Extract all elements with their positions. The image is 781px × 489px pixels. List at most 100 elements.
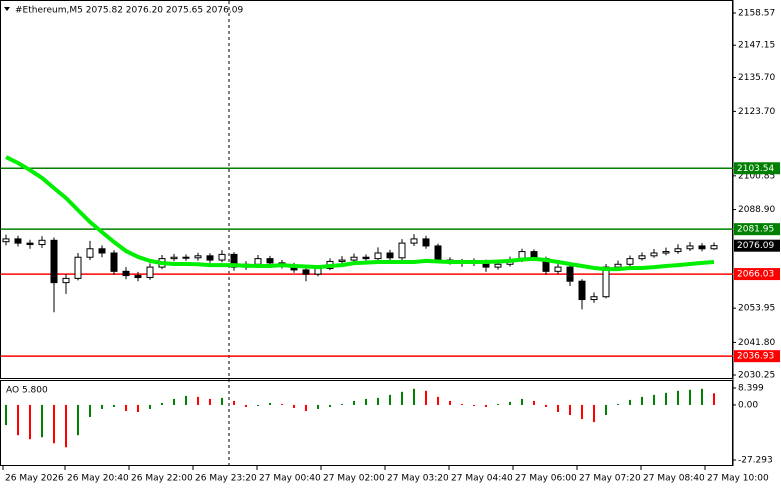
candle-body: [2, 238, 10, 243]
ao-bar: [593, 404, 595, 423]
candle-body: [146, 266, 154, 279]
ao-bar: [485, 404, 487, 407]
x-tick-label: 27 May 10:00: [707, 474, 769, 484]
y-tick-label: 2100.85: [738, 171, 775, 181]
ao-bar: [713, 393, 715, 405]
candle-body: [638, 255, 646, 260]
candle-body: [590, 296, 598, 301]
ao-bar: [89, 404, 91, 418]
ao-bar: [605, 404, 607, 416]
ao-bar: [161, 402, 163, 405]
candle-body: [206, 255, 214, 261]
ao-bar: [641, 396, 643, 405]
y-tick-label: 2147.15: [738, 41, 775, 51]
candle-body: [566, 266, 574, 282]
ao-bar: [5, 404, 7, 426]
y-tick-label: 8.399: [738, 384, 764, 394]
ao-bar: [401, 391, 403, 405]
ao-bar: [329, 404, 331, 407]
level-label: 2103.54: [737, 164, 774, 174]
x-tick-label: 27 May 00:40: [259, 474, 321, 484]
candle-body: [182, 256, 190, 259]
candle-body: [614, 263, 622, 268]
candle-body: [398, 242, 406, 259]
candle-body: [170, 256, 178, 260]
candle-body: [710, 245, 718, 250]
y-tick-label: 2041.80: [738, 338, 775, 348]
y-tick-label: 2088.90: [738, 205, 775, 215]
candle-body: [686, 245, 694, 250]
candle-body: [626, 258, 634, 265]
candle-body: [134, 275, 142, 279]
candle-body: [602, 266, 610, 298]
ao-bar: [677, 390, 679, 405]
candle-body: [194, 255, 202, 259]
ao-bar: [221, 397, 223, 405]
ao-bar: [617, 403, 619, 405]
last-price-box: [734, 239, 780, 252]
ao-bar: [281, 403, 283, 405]
ao-bar: [545, 404, 547, 407]
ao-bar: [317, 404, 319, 409]
y-tick-label: 2135.70: [738, 73, 775, 83]
level-box: [734, 350, 780, 363]
ao-bar: [209, 398, 211, 405]
ao-bar: [149, 404, 151, 409]
candle-body: [314, 268, 322, 275]
candle-body: [110, 252, 118, 272]
candle-body: [578, 280, 586, 301]
candle-body: [674, 248, 682, 253]
ao-bar: [653, 394, 655, 405]
last-price-label: 2076.09: [737, 241, 774, 251]
y-tick-label: 2158.57: [738, 9, 775, 19]
ao-bar: [245, 404, 247, 407]
ao-bar: [581, 404, 583, 420]
ao-bar: [41, 404, 43, 438]
candle-body: [74, 256, 82, 279]
ao-bar: [461, 403, 463, 405]
ao-bar: [437, 396, 439, 405]
x-tick-label: 27 May 06:00: [515, 474, 577, 484]
candle-body: [266, 258, 274, 264]
ao-bar: [53, 404, 55, 444]
ao-bar: [365, 398, 367, 405]
candle-body: [350, 256, 358, 261]
ao-bar: [665, 392, 667, 405]
candle-body: [410, 238, 418, 244]
y-tick-label: 0.00: [738, 400, 758, 410]
ao-bar: [425, 390, 427, 405]
ao-bar: [701, 388, 703, 405]
candle-body: [698, 245, 706, 250]
candle-body: [86, 248, 94, 258]
y-tick-label: 2123.70: [738, 107, 775, 117]
candle-body: [38, 239, 46, 246]
level-box: [734, 268, 780, 281]
x-tick-label: 27 May 04:40: [451, 474, 513, 484]
ao-bar: [377, 397, 379, 405]
ao-bar: [77, 404, 79, 436]
candle-body: [98, 248, 106, 254]
ao-bar: [521, 398, 523, 405]
level-label: 2066.03: [737, 270, 774, 280]
ao-bar: [29, 404, 31, 440]
ao-bar: [17, 404, 19, 436]
ao-bar: [269, 402, 271, 405]
candle-body: [302, 269, 310, 275]
x-tick-label: 26 May 23:20: [195, 474, 257, 484]
x-tick-label: 27 May 08:40: [643, 474, 705, 484]
x-tick-label: 26 May 2026: [5, 474, 64, 484]
level-label: 2081.95: [737, 225, 774, 235]
candle-body: [386, 252, 394, 259]
moving-average: [5, 155, 715, 272]
candle-body: [26, 242, 34, 246]
ao-bar: [497, 403, 499, 405]
ao-bar: [137, 404, 139, 413]
candle-body: [62, 277, 70, 284]
ao-bar: [353, 400, 355, 405]
ao-title: AO 5.800: [6, 386, 48, 396]
candle-body: [254, 258, 262, 265]
x-tick-label: 26 May 20:40: [67, 474, 129, 484]
ao-bar: [257, 404, 259, 406]
